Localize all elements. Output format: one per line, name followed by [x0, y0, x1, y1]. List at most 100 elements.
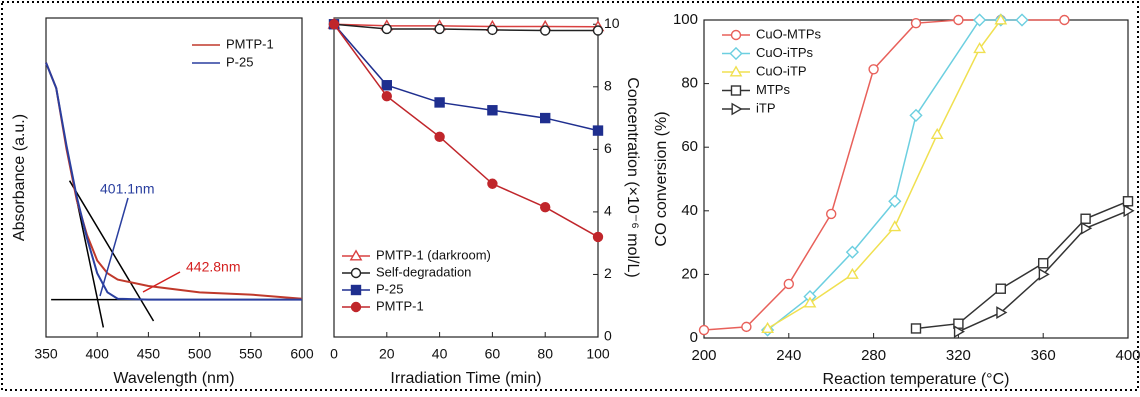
data-point	[434, 131, 445, 143]
data-point	[741, 321, 752, 333]
legend-marker	[350, 284, 362, 296]
legend-marker	[729, 46, 743, 61]
legend-marker	[349, 249, 363, 261]
series-line	[333, 23, 599, 132]
data-point	[698, 324, 710, 336]
data-point	[381, 80, 392, 91]
legend-marker	[731, 102, 743, 116]
y-tick-label: 8	[604, 78, 612, 94]
data-point	[910, 323, 922, 334]
data-point	[487, 105, 498, 116]
x-tick-label: 20	[379, 346, 395, 362]
plot-frame	[333, 17, 599, 338]
y-axis-label: CO conversion (%)	[653, 111, 670, 246]
data-point	[1015, 13, 1029, 27]
data-point	[909, 108, 923, 123]
x-tick-label: 80	[537, 346, 553, 362]
legend-label: CuO-iTPs	[756, 45, 814, 60]
data-point	[1081, 221, 1093, 235]
x-tick-label: 400	[86, 346, 110, 362]
x-tick-label: 40	[432, 346, 448, 362]
x-tick-label: 0	[330, 346, 338, 362]
y-tick-label: 60	[681, 138, 698, 155]
x-axis-label: Wavelength (nm)	[113, 370, 234, 387]
data-point	[540, 25, 551, 36]
legend-marker	[350, 301, 362, 313]
y-tick-label: 0	[604, 328, 612, 344]
y-tick-label: 100	[673, 11, 698, 28]
legend-label: CuO-iTP	[756, 63, 807, 78]
guide-line	[68, 180, 155, 322]
data-point	[381, 90, 392, 102]
legend-label: P-25	[376, 281, 403, 296]
y-tick-label: 80	[681, 75, 698, 92]
data-point	[540, 202, 551, 213]
x-tick-label: 240	[776, 347, 801, 364]
legend-label: PMTP-1	[376, 298, 424, 313]
data-point	[783, 278, 794, 290]
data-point	[996, 306, 1008, 319]
annotation: 442.8nm	[186, 259, 240, 275]
data-point	[995, 283, 1006, 294]
data-point	[1038, 268, 1050, 281]
data-point	[888, 194, 902, 208]
series-line	[333, 23, 599, 28]
data-point	[1123, 204, 1135, 218]
legend-marker	[729, 65, 743, 77]
guide-line	[75, 199, 105, 328]
x-tick-label: 320	[946, 347, 971, 364]
legend-marker	[730, 29, 742, 41]
data-point	[434, 23, 445, 35]
y-tick-label: 2	[604, 265, 612, 281]
series-line	[915, 200, 1129, 330]
x-tick-label: 600	[290, 346, 314, 362]
data-point	[540, 112, 551, 124]
x-tick-label: 550	[239, 346, 263, 362]
data-point	[761, 321, 774, 333]
legend-label: MTPs	[756, 82, 790, 97]
series-line	[45, 62, 303, 300]
series-line	[45, 62, 302, 301]
data-point	[1037, 258, 1049, 269]
legend-label: PMTP-1 (darkroom)	[376, 247, 491, 262]
data-point	[930, 127, 944, 140]
x-tick-label: 100	[586, 346, 610, 362]
series-line	[333, 23, 599, 238]
data-point	[846, 267, 859, 279]
x-tick-label: 400	[1115, 347, 1140, 364]
y-tick-label: 10	[604, 15, 620, 31]
annotation-arrow	[142, 271, 181, 293]
data-point	[888, 220, 902, 232]
data-point	[328, 19, 340, 30]
x-tick-label: 60	[485, 346, 501, 362]
data-point	[972, 13, 987, 27]
data-point	[910, 17, 922, 29]
data-point	[1059, 14, 1070, 26]
data-point	[1122, 196, 1134, 207]
y-tick-label: 0	[690, 329, 698, 346]
legend-label: PMTP-1	[226, 36, 274, 51]
legend-marker	[350, 267, 362, 279]
x-axis-label: Reaction temperature (°C)	[823, 371, 1010, 388]
x-tick-label: 360	[1031, 347, 1056, 364]
y-tick-label: 6	[604, 140, 612, 156]
data-point	[953, 325, 965, 339]
x-tick-label: 450	[137, 346, 161, 362]
series-line	[333, 23, 598, 32]
annotation-arrow	[99, 197, 129, 297]
legend-label: Self-degradation	[376, 264, 471, 279]
data-point	[845, 245, 860, 259]
data-point	[592, 25, 604, 36]
legend-label: CuO-MTPs	[756, 26, 822, 41]
data-point	[434, 97, 445, 108]
data-point	[953, 14, 964, 26]
x-tick-label: 200	[691, 347, 716, 364]
data-point	[826, 208, 837, 220]
y-axis-label: Absorbance (a.u.)	[11, 114, 28, 241]
data-point	[868, 64, 879, 75]
data-point	[994, 13, 1008, 25]
x-tick-label: 500	[188, 346, 212, 362]
y-tick-label: 20	[681, 265, 698, 282]
